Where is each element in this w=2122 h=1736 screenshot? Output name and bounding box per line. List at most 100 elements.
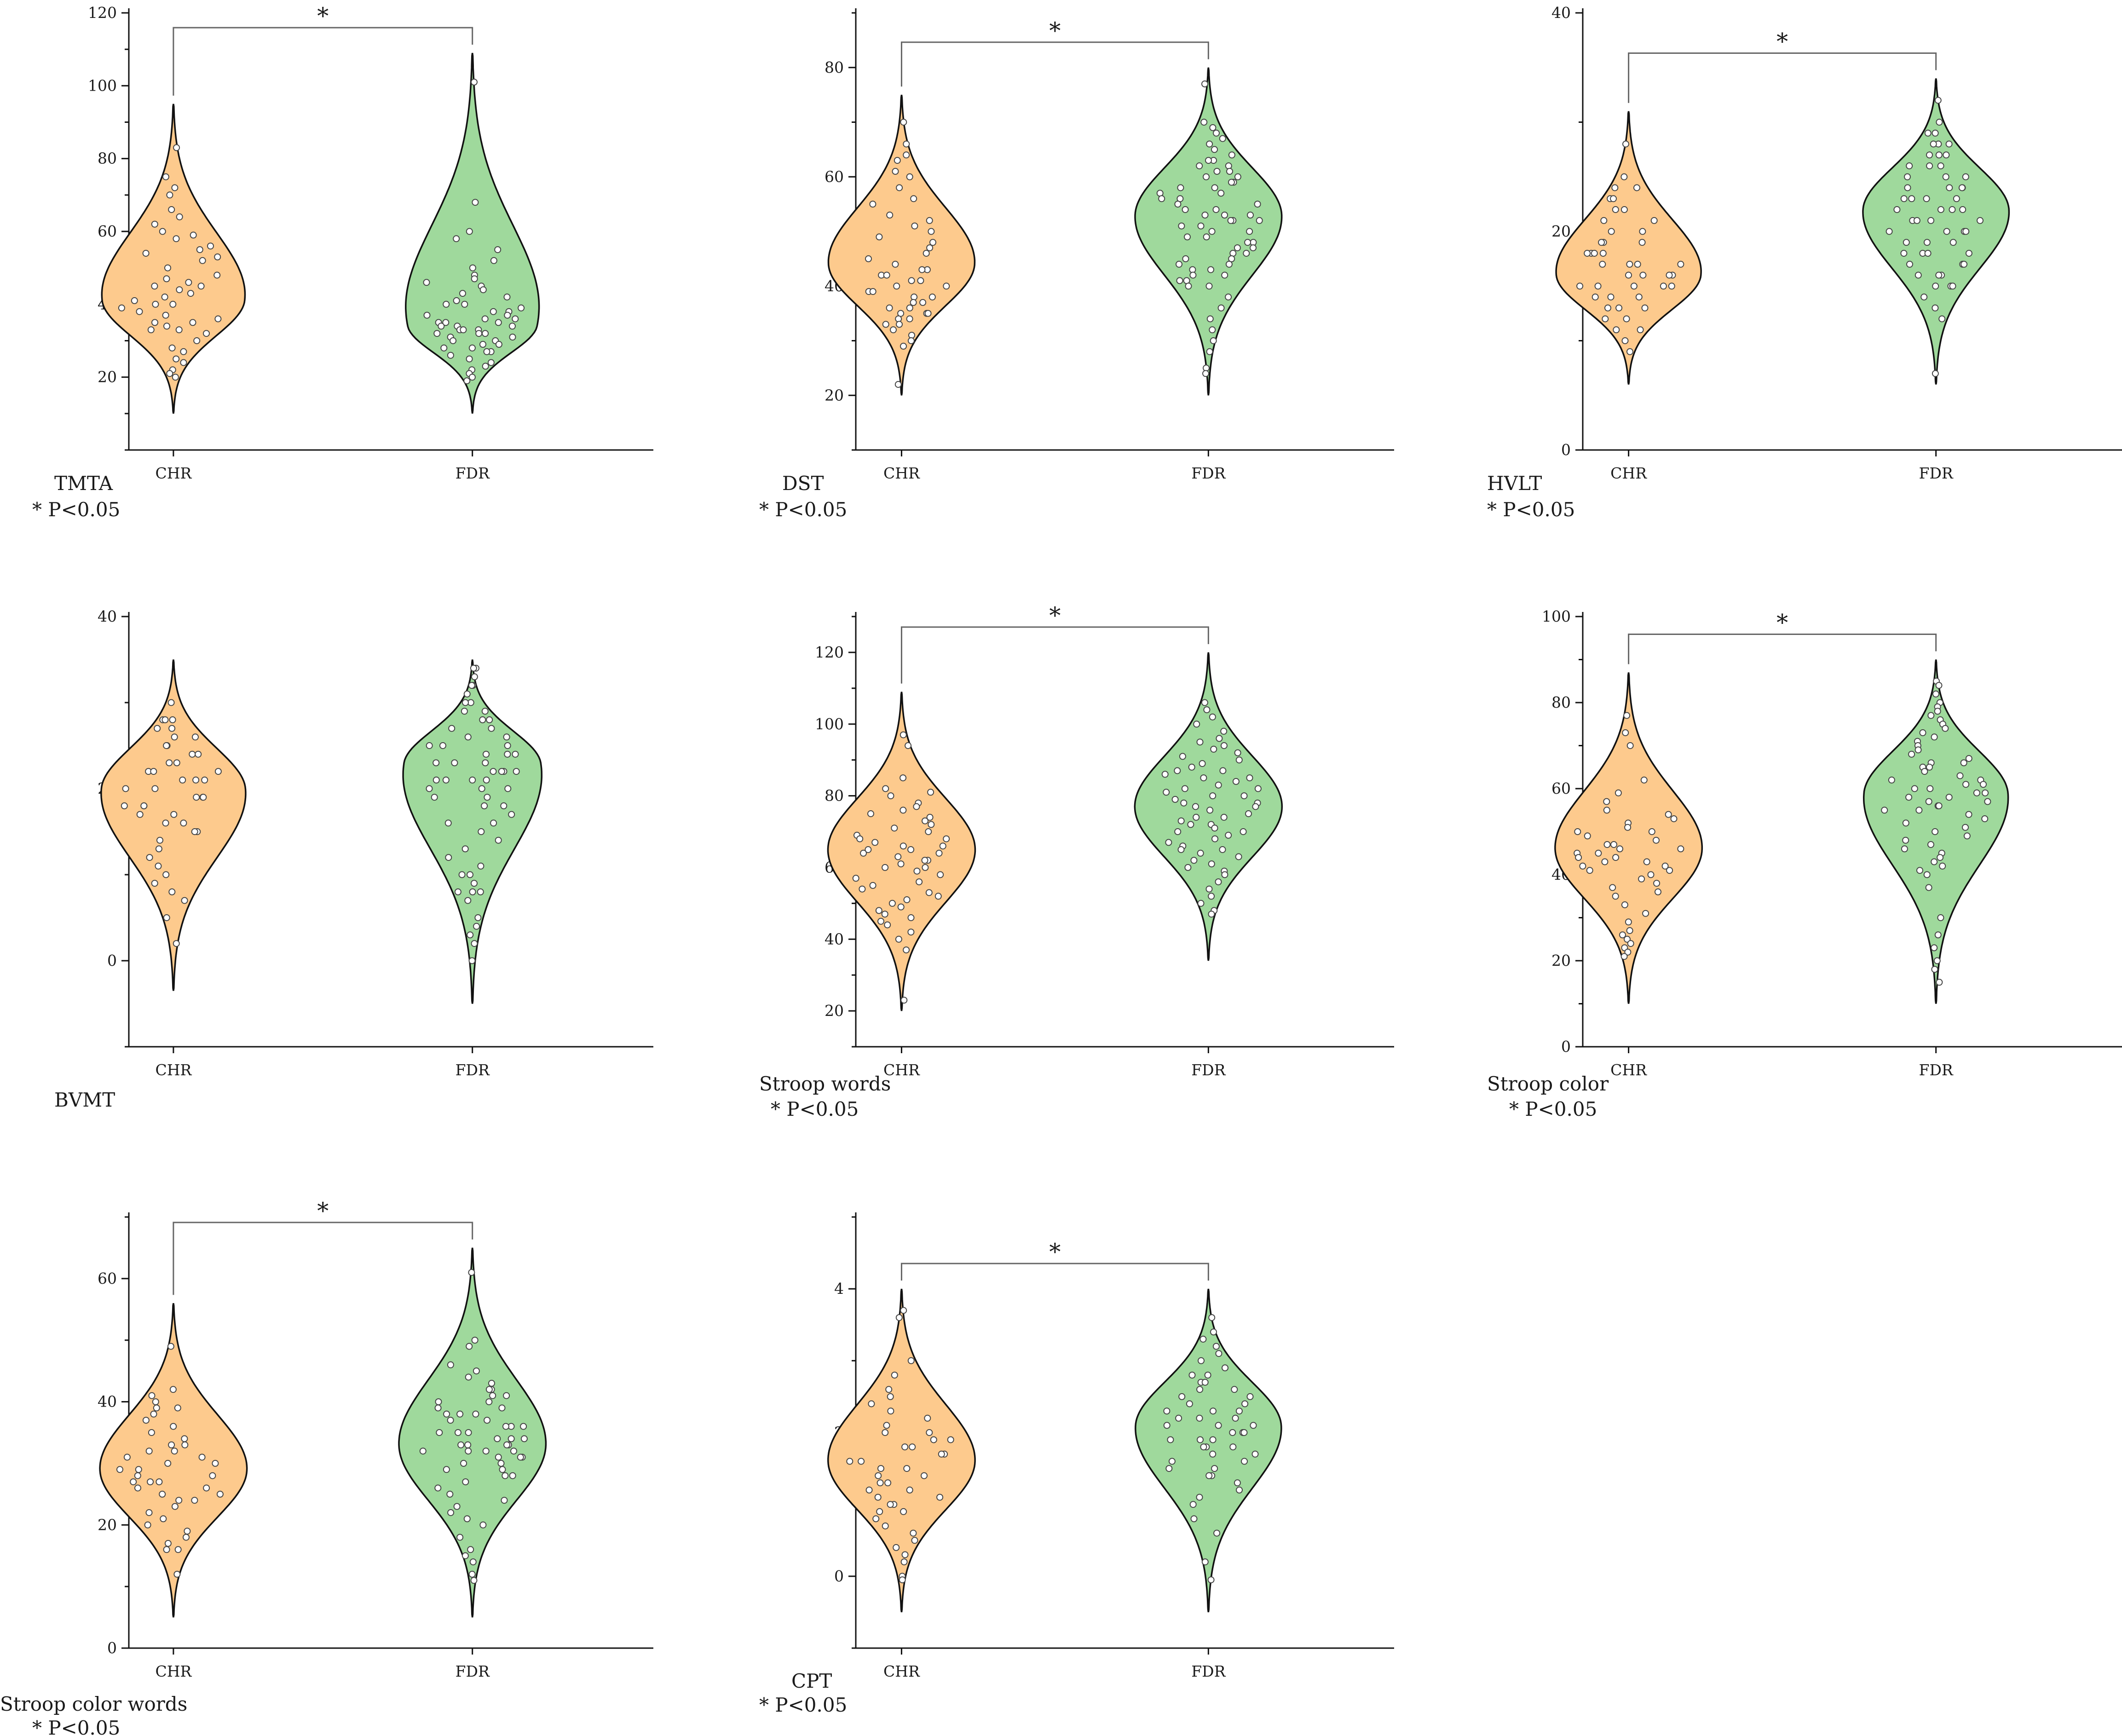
data-point-fdr	[1168, 1458, 1176, 1465]
data-point-chr	[1666, 271, 1673, 279]
data-point-chr	[911, 294, 918, 300]
data-point-chr	[1653, 836, 1660, 844]
data-point-fdr	[1177, 846, 1185, 853]
data-point-chr	[913, 867, 921, 875]
data-point-fdr	[1924, 250, 1932, 257]
data-point-fdr	[432, 759, 440, 767]
data-point-chr	[162, 871, 170, 878]
data-point-fdr	[464, 897, 472, 904]
y-tick-label: 100	[88, 76, 117, 94]
violin-fdr	[1134, 67, 1283, 396]
data-point-fdr	[495, 340, 502, 348]
data-point-fdr	[479, 716, 486, 723]
data-point-chr	[173, 355, 180, 363]
data-point-fdr	[446, 1490, 454, 1498]
data-point-fdr	[448, 725, 456, 732]
y-tick-label: 20	[825, 1002, 844, 1020]
data-point-fdr	[1939, 862, 1946, 870]
data-point-fdr	[474, 914, 482, 921]
data-point-chr	[152, 300, 159, 308]
data-point-chr	[888, 900, 896, 907]
data-point-chr	[891, 1372, 898, 1379]
data-point-fdr	[1935, 271, 1943, 279]
data-point-fdr	[472, 1410, 479, 1418]
data-point-chr	[900, 342, 907, 350]
violin-chr	[827, 94, 976, 396]
data-point-chr	[883, 271, 890, 279]
data-point-chr	[1603, 798, 1610, 805]
data-point-fdr	[1923, 239, 1931, 246]
significance-note: * P<0.05	[1487, 498, 1575, 521]
data-point-chr	[901, 1551, 909, 1558]
data-point-chr	[1575, 854, 1582, 861]
data-point-fdr	[475, 330, 483, 337]
significance-note: * P<0.05	[1509, 1098, 1597, 1120]
data-point-chr	[1584, 832, 1591, 840]
x-tick-label-chr: CHR	[883, 464, 920, 482]
data-point-fdr	[1193, 721, 1200, 728]
data-point-chr	[924, 310, 932, 317]
data-point-chr	[142, 250, 150, 257]
data-point-fdr	[461, 708, 468, 715]
data-point-fdr	[1924, 129, 1932, 137]
data-point-fdr	[507, 1435, 515, 1442]
data-point-chr	[1638, 875, 1645, 882]
data-point-fdr	[1946, 184, 1953, 191]
data-point-chr	[148, 1429, 155, 1436]
significance-bracket	[1628, 52, 1937, 103]
data-point-fdr	[1210, 1407, 1217, 1415]
data-point-chr	[856, 835, 864, 842]
data-point-chr	[166, 191, 173, 199]
x-tick-label-chr: CHR	[883, 1061, 920, 1079]
data-point-chr	[173, 759, 180, 767]
violin-fdr	[1862, 78, 2010, 385]
data-point-chr	[1626, 348, 1633, 355]
data-point-fdr	[485, 1398, 493, 1406]
data-point-fdr	[463, 1515, 471, 1523]
data-point-chr	[1592, 294, 1599, 300]
data-point-chr	[907, 1357, 915, 1364]
panel-label: TMTA	[54, 472, 113, 495]
data-point-fdr	[1920, 294, 1928, 300]
data-point-fdr	[1225, 260, 1233, 268]
data-point-fdr	[1179, 753, 1186, 760]
data-point-fdr	[1911, 785, 1918, 792]
data-point-fdr	[483, 750, 490, 758]
data-point-chr	[122, 785, 129, 792]
data-point-fdr	[434, 1484, 442, 1492]
data-point-fdr	[1973, 789, 1980, 796]
data-point-fdr	[1228, 179, 1235, 186]
data-point-fdr	[453, 1503, 461, 1510]
data-point-fdr	[1235, 756, 1243, 764]
data-point-fdr	[477, 888, 484, 895]
data-point-fdr	[1254, 201, 1261, 208]
data-point-fdr	[468, 344, 476, 352]
data-point-fdr	[1213, 129, 1220, 137]
violin-chr	[101, 104, 246, 414]
data-point-chr	[852, 875, 859, 882]
data-point-fdr	[1211, 184, 1218, 191]
data-point-chr	[1650, 217, 1658, 224]
violin-chr	[827, 1288, 976, 1613]
x-tick-label-chr: CHR	[883, 1662, 920, 1680]
data-point-fdr	[447, 1417, 454, 1424]
data-point-chr	[892, 167, 899, 175]
data-point-chr	[911, 1537, 918, 1544]
data-point-chr	[168, 206, 175, 213]
panel-label: Stroop color	[1487, 1073, 1609, 1095]
data-point-chr	[118, 304, 125, 311]
data-point-fdr	[1186, 1400, 1193, 1407]
data-point-fdr	[1205, 885, 1213, 893]
data-point-chr	[196, 246, 203, 254]
data-point-chr	[869, 288, 876, 295]
data-point-fdr	[1209, 713, 1216, 721]
data-point-fdr	[1935, 151, 1943, 159]
data-point-fdr	[1225, 162, 1232, 169]
data-point-fdr	[1219, 767, 1227, 774]
data-point-chr	[216, 1490, 224, 1498]
data-point-fdr	[509, 323, 516, 330]
data-point-fdr	[1937, 854, 1944, 861]
data-point-chr	[1621, 901, 1628, 908]
data-point-chr	[1665, 811, 1672, 818]
data-point-chr	[1625, 271, 1632, 279]
